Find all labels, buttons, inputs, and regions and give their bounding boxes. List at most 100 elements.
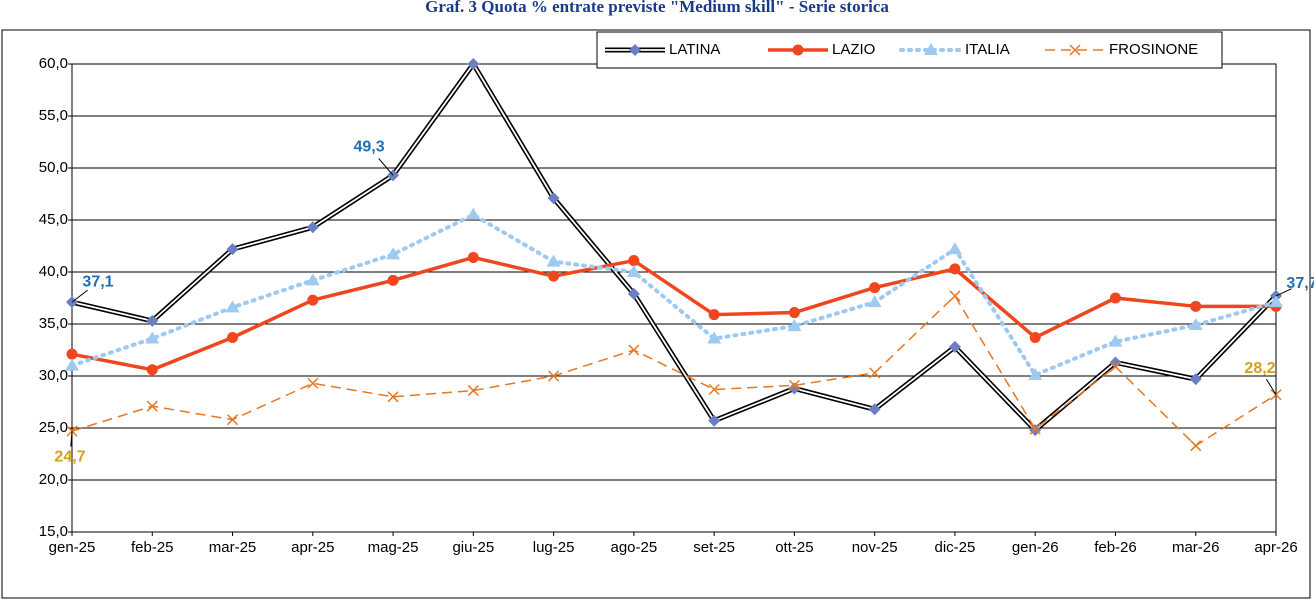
data-point <box>947 242 962 255</box>
data-point <box>869 282 881 294</box>
data-point <box>788 307 800 319</box>
data-point <box>708 309 720 321</box>
y-tick-label: 30,0 <box>39 367 68 384</box>
label-leader <box>378 158 394 176</box>
data-point <box>628 255 640 267</box>
data-point <box>387 274 399 286</box>
data-label: 37,7 <box>1286 275 1314 292</box>
legend-label: FROSINONE <box>1109 41 1198 58</box>
legend-marker <box>924 43 938 55</box>
legend-marker <box>1069 44 1081 56</box>
series-line <box>70 212 1278 377</box>
data-point <box>146 400 158 412</box>
x-tick-label: dic-25 <box>935 539 976 556</box>
data-point <box>227 414 239 426</box>
data-point <box>948 340 961 353</box>
data-point <box>386 247 401 260</box>
x-tick-label: mar-25 <box>209 539 257 556</box>
data-point <box>788 379 800 391</box>
data-point <box>1190 440 1202 452</box>
data-point <box>548 270 560 282</box>
x-tick-label: apr-25 <box>291 539 334 556</box>
data-point <box>1189 373 1202 386</box>
data-point <box>1028 367 1043 380</box>
data-point <box>146 314 159 327</box>
data-label: 49,3 <box>353 138 384 155</box>
data-point <box>466 207 481 220</box>
series-line-inner <box>71 63 1277 431</box>
x-tick-label: apr-26 <box>1254 539 1297 556</box>
data-point <box>145 331 160 344</box>
data-point <box>387 391 399 403</box>
x-tick-label: ott-25 <box>775 539 813 556</box>
data-point <box>1269 295 1283 308</box>
data-point <box>1029 423 1041 435</box>
data-point <box>65 358 79 371</box>
y-tick-label: 35,0 <box>39 315 68 332</box>
data-label: 24,7 <box>54 448 85 465</box>
legend-label: LATINA <box>669 41 720 58</box>
x-tick-label: nov-25 <box>852 539 898 556</box>
data-point <box>307 294 319 306</box>
data-point <box>467 58 480 70</box>
series-line <box>71 295 1277 447</box>
y-tick-label: 20,0 <box>39 471 68 488</box>
data-label: 28,2 <box>1244 360 1275 377</box>
data-point <box>627 287 640 300</box>
legend-label: ITALIA <box>965 41 1010 58</box>
data-point <box>626 265 641 277</box>
x-tick-label: set-25 <box>693 539 735 556</box>
data-label: 37,1 <box>82 273 113 290</box>
data-point <box>225 300 240 313</box>
label-leader <box>71 289 88 303</box>
data-point <box>1109 356 1122 369</box>
x-tick-label: giu-25 <box>452 539 494 556</box>
x-tick-label: lug-25 <box>533 539 575 556</box>
data-point <box>708 414 721 427</box>
y-tick-label: 60,0 <box>39 55 68 72</box>
data-point <box>546 254 561 267</box>
y-tick-label: 50,0 <box>39 159 68 176</box>
chart-frame <box>1 29 1311 599</box>
x-tick-label: ago-25 <box>611 539 658 556</box>
data-point <box>707 331 722 344</box>
data-point <box>467 385 479 397</box>
data-point <box>628 344 640 356</box>
data-point <box>787 319 802 332</box>
data-point <box>307 377 319 389</box>
data-point <box>868 403 881 416</box>
data-point <box>1108 334 1123 347</box>
data-point <box>467 251 479 263</box>
series-line <box>71 255 1276 372</box>
data-point <box>548 370 560 382</box>
y-tick-label: 40,0 <box>39 263 68 280</box>
data-point <box>305 273 320 286</box>
data-point <box>1190 300 1202 312</box>
x-tick-label: feb-25 <box>131 539 174 556</box>
y-tick-label: 45,0 <box>39 211 68 228</box>
data-point <box>226 243 239 256</box>
data-point <box>1109 361 1122 373</box>
data-point <box>227 332 239 344</box>
data-point <box>1029 332 1041 344</box>
legend-marker <box>792 44 804 56</box>
y-tick-label: 55,0 <box>39 107 68 124</box>
x-tick-label: gen-25 <box>49 539 96 556</box>
y-tick-label: 25,0 <box>39 419 68 436</box>
x-tick-label: gen-26 <box>1012 539 1059 556</box>
x-tick-label: mar-26 <box>1172 539 1220 556</box>
data-point <box>146 364 158 376</box>
chart-title: Graf. 3 Quota % entrate previste "Medium… <box>425 0 889 16</box>
data-point <box>708 383 720 396</box>
data-point <box>306 221 319 234</box>
data-point <box>66 348 78 360</box>
data-point <box>1109 292 1121 304</box>
label-leader <box>1275 288 1292 297</box>
x-tick-label: mag-25 <box>368 539 419 556</box>
data-point <box>867 295 882 308</box>
y-tick-label: 15,0 <box>39 523 68 540</box>
legend-marker <box>629 44 641 56</box>
x-tick-label: feb-26 <box>1094 539 1137 556</box>
data-point <box>949 290 961 302</box>
